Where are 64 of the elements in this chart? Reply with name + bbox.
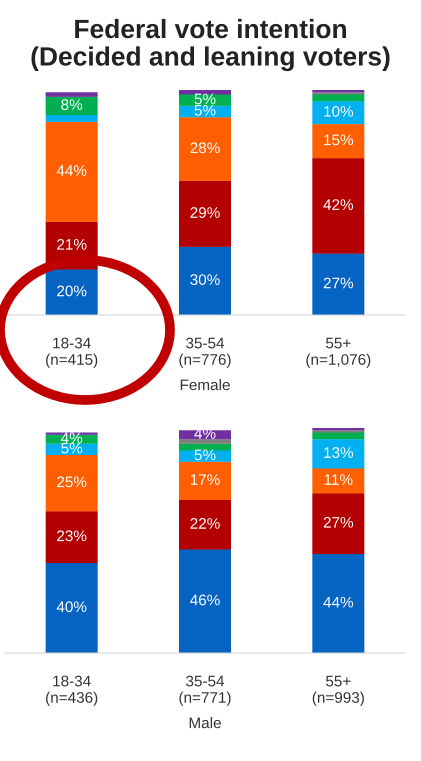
bar: [312, 493, 364, 554]
bar: [312, 124, 364, 158]
bar: [46, 122, 98, 222]
x-tick-label: 55+ (n=993): [312, 676, 364, 706]
data-label: 29%: [190, 207, 220, 218]
data-label: 27%: [324, 278, 354, 288]
bar: [312, 101, 364, 124]
data-label: 10%: [324, 106, 354, 117]
data-label: 8%: [61, 99, 82, 110]
bar: [179, 90, 231, 95]
bar: [46, 115, 98, 122]
data-label: 30%: [190, 274, 220, 286]
bar: [179, 500, 231, 550]
data-label: 25%: [57, 476, 86, 488]
data-label: 44%: [323, 596, 354, 608]
bar: [179, 180, 231, 247]
bar: [312, 468, 364, 494]
data-label: 23%: [57, 530, 86, 542]
bar: [179, 444, 231, 450]
x-tick-label: 18-34 (n=415): [46, 338, 98, 368]
chart-title: Federal vote intention (Decided and leaning voters): [31, 18, 390, 72]
bar: [179, 450, 231, 462]
data-label: 5%: [194, 104, 216, 116]
data-label: 15%: [324, 134, 354, 146]
bar: [312, 432, 364, 440]
data-label: 5%: [61, 442, 82, 454]
x-tick-label: 35-54 (n=776): [179, 338, 231, 368]
bar: [179, 117, 231, 181]
x-tick-label: 35-54 (n=771): [179, 676, 231, 706]
x-tick-label: 18-34 (n=436): [46, 676, 98, 706]
data-label: 22%: [190, 518, 220, 529]
data-label: 20%: [57, 286, 86, 296]
bar: [179, 462, 231, 500]
data-label: 40%: [56, 601, 86, 612]
bar: [312, 254, 364, 315]
bar: [46, 511, 98, 563]
data-label: 42%: [323, 199, 354, 210]
bar: [179, 550, 231, 653]
data-label: 27%: [324, 516, 354, 528]
data-label: 5%: [194, 449, 216, 460]
bar: [312, 554, 364, 653]
bar: [179, 246, 231, 315]
data-label: 11%: [324, 474, 353, 485]
data-label: 46%: [190, 594, 220, 606]
data-label: 21%: [57, 238, 86, 250]
data-label: 44%: [56, 165, 86, 176]
bar: [312, 94, 364, 102]
bar: [312, 439, 364, 468]
bar: [312, 158, 364, 254]
x-axis-title: Female: [180, 379, 230, 390]
bar: [179, 106, 231, 118]
bar: [46, 455, 98, 512]
bar: [46, 563, 98, 653]
bar: [179, 439, 231, 444]
data-label: 17%: [190, 474, 220, 485]
data-label: 5%: [194, 94, 216, 104]
bar: [46, 96, 98, 115]
bar: [46, 270, 98, 315]
bar: [46, 92, 98, 97]
x-tick-label: 55+ (n=1,076): [306, 338, 370, 368]
data-label: 4%: [60, 432, 82, 444]
data-label: 28%: [190, 142, 220, 154]
x-axis-title: Male: [190, 717, 221, 728]
data-label: 13%: [324, 447, 354, 458]
